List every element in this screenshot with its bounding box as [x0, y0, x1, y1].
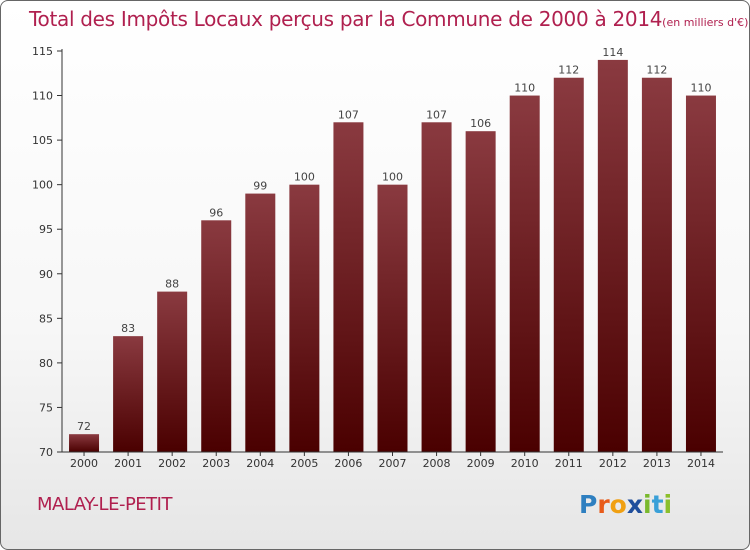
- y-tick-label: 105: [32, 134, 53, 147]
- bar: [157, 291, 188, 452]
- data-label: 100: [294, 171, 315, 184]
- proxiti-logo: Proxiti: [579, 490, 672, 519]
- data-label: 112: [646, 64, 667, 77]
- bar: [69, 434, 100, 452]
- logo-letter: r: [597, 490, 610, 519]
- x-tick-label: 2013: [643, 457, 671, 470]
- chart-title: Total des Impôts Locaux perçus par la Co…: [29, 7, 748, 31]
- x-tick-label: 2002: [158, 457, 186, 470]
- y-tick-label: 115: [32, 45, 53, 58]
- data-label: 114: [602, 46, 623, 59]
- bar: [201, 220, 232, 452]
- data-label: 72: [77, 420, 91, 433]
- bar: [553, 77, 584, 452]
- data-label: 99: [253, 180, 267, 193]
- x-tick-label: 2010: [511, 457, 539, 470]
- y-tick-label: 75: [39, 401, 53, 414]
- logo-letter: t: [651, 490, 664, 519]
- commune-name: MALAY-LE-PETIT: [37, 494, 172, 515]
- logo-letter: i: [643, 490, 652, 519]
- data-label: 110: [514, 82, 535, 95]
- x-tick-label: 2000: [70, 457, 98, 470]
- data-label: 112: [558, 64, 579, 77]
- y-tick-label: 110: [32, 90, 53, 103]
- data-label: 107: [426, 108, 447, 121]
- x-tick-label: 2011: [555, 457, 583, 470]
- logo-letter: i: [663, 490, 673, 519]
- data-label: 107: [338, 108, 359, 121]
- data-label: 96: [209, 206, 223, 219]
- y-tick-label: 100: [32, 179, 53, 192]
- x-tick-label: 2003: [202, 457, 230, 470]
- x-tick-label: 2009: [467, 457, 495, 470]
- x-tick-label: 2001: [114, 457, 142, 470]
- bar: [333, 122, 364, 453]
- bar: [245, 193, 276, 453]
- x-tick-label: 2004: [246, 457, 274, 470]
- x-tick-label: 2006: [334, 457, 362, 470]
- y-tick-label: 95: [39, 223, 53, 236]
- chart-title-unit: (en milliers d'€): [662, 16, 749, 29]
- data-label: 83: [121, 322, 135, 335]
- bar: [421, 122, 452, 453]
- x-tick-label: 2012: [599, 457, 627, 470]
- logo-letter: o: [609, 490, 627, 519]
- y-tick-label: 80: [39, 357, 53, 370]
- x-tick-label: 2005: [290, 457, 318, 470]
- bar: [465, 131, 496, 452]
- bar: [685, 95, 716, 453]
- y-tick-label: 85: [39, 312, 53, 325]
- bar: [597, 59, 628, 453]
- data-label: 100: [382, 171, 403, 184]
- data-label: 88: [165, 278, 179, 291]
- x-tick-label: 2014: [687, 457, 715, 470]
- data-label: 106: [470, 117, 491, 130]
- y-tick-label: 90: [39, 268, 53, 281]
- bar: [289, 184, 320, 452]
- bar: [377, 184, 408, 452]
- x-tick-label: 2008: [423, 457, 451, 470]
- x-tick-label: 2007: [379, 457, 407, 470]
- bar: [113, 336, 144, 452]
- y-tick-label: 70: [39, 446, 53, 459]
- chart-title-text: Total des Impôts Locaux perçus par la Co…: [29, 7, 663, 31]
- logo-letter: x: [626, 490, 643, 519]
- data-label: 110: [690, 82, 711, 95]
- logo-letter: P: [579, 490, 598, 519]
- bar: [509, 95, 540, 453]
- bar: [641, 77, 672, 452]
